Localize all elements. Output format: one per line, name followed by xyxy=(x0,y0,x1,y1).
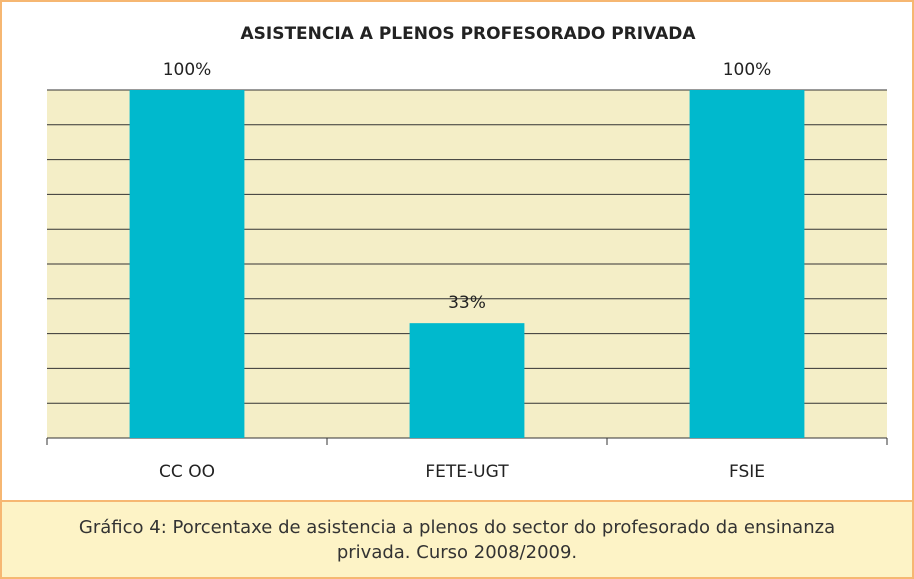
value-label: 33% xyxy=(448,293,486,313)
bar xyxy=(129,90,245,438)
chart-title: ASISTENCIA A PLENOS PROFESORADO PRIVADA xyxy=(240,24,696,44)
caption: Gráfico 4: Porcentaxe de asistencia a pl… xyxy=(78,516,836,563)
chart: ASISTENCIA A PLENOS PROFESORADO PRIVADA … xyxy=(46,24,888,482)
x-tick-label: CC OO xyxy=(159,462,215,482)
bar xyxy=(689,90,805,438)
caption-box: Gráfico 4: Porcentaxe de asistencia a pl… xyxy=(2,500,912,577)
bar xyxy=(409,323,525,438)
x-tick-label: FSIE xyxy=(729,462,765,482)
x-tick-label: FETE-UGT xyxy=(425,462,509,482)
value-label: 100% xyxy=(163,60,212,80)
value-label: 100% xyxy=(723,60,772,80)
